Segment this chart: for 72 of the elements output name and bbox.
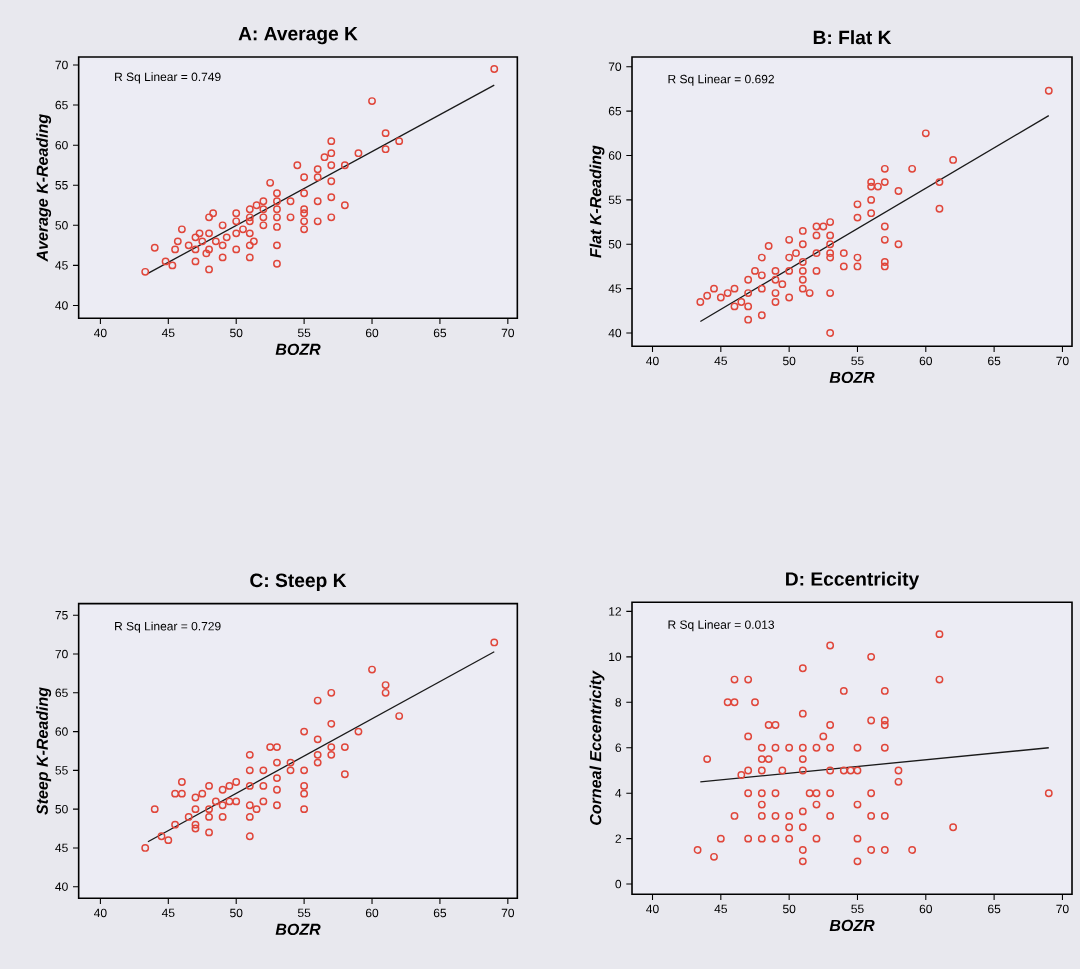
y-axis-title: Steep K-Reading xyxy=(36,687,52,815)
y-tick-label: 40 xyxy=(55,882,68,891)
x-tick-label: 45 xyxy=(714,356,727,366)
y-axis-title: Average K-Reading xyxy=(36,114,52,262)
y-tick-label: 6 xyxy=(615,743,622,753)
y-tick-label: 50 xyxy=(55,804,68,814)
y-tick-label: 4 xyxy=(615,789,622,798)
y-tick-label: 70 xyxy=(55,60,68,70)
x-tick-label: 60 xyxy=(365,328,379,338)
x-axis-title: BOZR xyxy=(829,919,875,932)
y-tick-label: 70 xyxy=(608,62,622,71)
x-axis-title: BOZR xyxy=(275,343,321,356)
x-tick-label: 45 xyxy=(161,908,175,918)
x-axis-title: BOZR xyxy=(275,923,321,936)
chart-title: C: Steep K xyxy=(250,573,347,591)
y-tick-label: 0 xyxy=(615,879,622,889)
x-tick-label: 40 xyxy=(646,904,659,914)
y-tick-label: 8 xyxy=(615,698,622,707)
y-tick-label: 50 xyxy=(55,221,68,230)
x-tick-label: 65 xyxy=(988,904,1001,914)
x-axis-title: BOZR xyxy=(829,371,875,384)
y-tick-label: 60 xyxy=(55,727,68,736)
annotation: R Sq Linear = 0.749 xyxy=(115,72,221,84)
y-tick-label: 60 xyxy=(608,151,622,160)
x-tick-label: 55 xyxy=(297,328,311,338)
y-tick-label: 2 xyxy=(615,834,621,843)
x-tick-label: 70 xyxy=(1056,904,1069,914)
x-tick-label: 50 xyxy=(782,904,796,914)
annotation: R Sq Linear = 0.729 xyxy=(115,621,221,633)
y-axis-title: Corneal Eccentricity xyxy=(589,670,605,825)
y-tick-label: 55 xyxy=(608,195,622,205)
x-tick-label: 60 xyxy=(365,908,379,918)
x-tick-label: 55 xyxy=(297,908,311,918)
x-tick-label: 70 xyxy=(1056,356,1069,366)
x-tick-label: 40 xyxy=(94,328,107,338)
y-tick-label: 65 xyxy=(55,100,68,110)
x-tick-label: 60 xyxy=(919,904,933,914)
x-tick-label: 45 xyxy=(161,328,175,338)
x-tick-label: 65 xyxy=(433,328,447,338)
y-tick-label: 40 xyxy=(55,301,68,310)
x-tick-label: 65 xyxy=(988,356,1001,366)
x-tick-label: 40 xyxy=(646,356,659,366)
x-tick-label: 50 xyxy=(230,328,243,338)
x-tick-label: 55 xyxy=(851,356,864,366)
y-tick-label: 70 xyxy=(55,649,68,659)
x-tick-label: 40 xyxy=(94,908,107,918)
annotation: R Sq Linear = 0.692 xyxy=(668,74,774,86)
x-tick-label: 65 xyxy=(433,908,447,918)
y-tick-label: 75 xyxy=(55,611,68,620)
y-tick-label: 65 xyxy=(55,688,68,698)
x-tick-label: 70 xyxy=(501,328,515,338)
y-tick-label: 60 xyxy=(55,140,68,150)
chart-title: A: Average K xyxy=(238,26,358,45)
y-tick-label: 45 xyxy=(608,284,622,293)
y-tick-label: 55 xyxy=(55,181,68,190)
y-axis-title: Flat K-Reading xyxy=(589,145,605,258)
x-tick-label: 45 xyxy=(714,904,727,914)
x-tick-label: 50 xyxy=(230,908,243,918)
x-tick-label: 50 xyxy=(782,356,796,366)
x-tick-label: 60 xyxy=(919,356,933,366)
x-tick-label: 55 xyxy=(851,904,864,914)
y-tick-label: 65 xyxy=(608,106,622,116)
y-tick-label: 10 xyxy=(609,652,622,662)
y-tick-label: 55 xyxy=(55,766,68,775)
chart-title: D: Eccentricity xyxy=(786,571,920,590)
annotation: R Sq Linear = 0.013 xyxy=(668,620,775,632)
y-tick-label: 50 xyxy=(608,240,622,249)
y-tick-label: 45 xyxy=(55,261,68,270)
y-tick-label: 12 xyxy=(609,607,621,616)
x-tick-label: 70 xyxy=(501,908,515,918)
chart-title: B: Flat K xyxy=(813,30,892,45)
y-tick-label: 45 xyxy=(55,843,68,853)
